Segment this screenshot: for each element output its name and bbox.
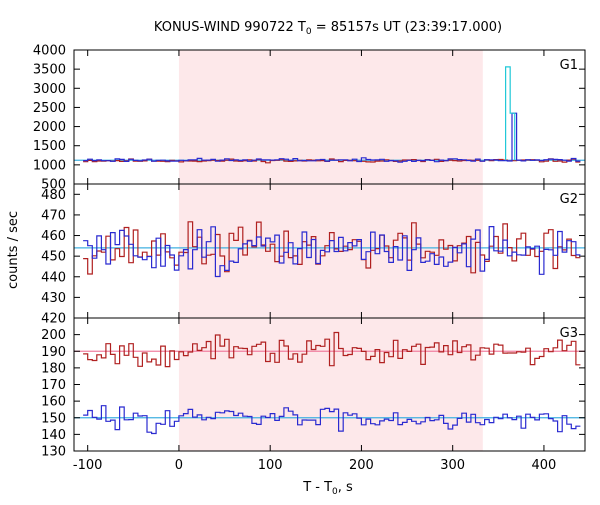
highlight-band [178, 318, 483, 451]
y-tick-label: 3500 [33, 63, 66, 78]
y-tick-label: 1500 [33, 139, 66, 154]
y-tick-label: 170 [41, 378, 66, 393]
y-tick-label: 2500 [33, 101, 66, 116]
series-b-histogram [83, 226, 581, 278]
y-tick-label: 450 [41, 250, 66, 265]
y-tick-label: 460 [41, 229, 66, 244]
y-tick-label: 430 [41, 291, 66, 306]
y-tick-label: 3000 [33, 82, 66, 97]
burst-spike-cyan [505, 66, 516, 161]
y-tick-label: 480 [41, 188, 66, 203]
x-tick-label: 400 [532, 458, 557, 473]
x-tick-label: 100 [258, 458, 283, 473]
chart-title: KONUS-WIND 990722 T0 = 85157s UT (23:39:… [154, 20, 502, 37]
y-tick-label: 4000 [33, 44, 66, 59]
y-tick-label: 160 [41, 395, 66, 410]
highlight-band [178, 50, 483, 184]
y-axis-label: counts / sec [6, 211, 21, 289]
y-tick-label: 500 [41, 178, 66, 193]
series-a-histogram [83, 221, 581, 275]
y-tick-label: 200 [41, 328, 66, 343]
x-axis-label: T - T0, s [302, 480, 353, 497]
highlight-band [178, 184, 483, 318]
y-tick-label: 1000 [33, 158, 66, 173]
y-tick-label: 440 [41, 270, 66, 285]
x-tick-label: 200 [349, 458, 374, 473]
panel-label: G3 [560, 326, 578, 341]
x-tick-label: -100 [73, 458, 103, 473]
y-tick-label: 130 [41, 445, 66, 460]
series-b-histogram [83, 112, 581, 163]
y-tick-label: 150 [41, 411, 66, 426]
series-a-histogram [83, 331, 581, 368]
y-tick-label: 470 [41, 208, 66, 223]
x-tick-label: 300 [440, 458, 465, 473]
y-tick-label: 190 [41, 345, 66, 360]
y-tick-label: 420 [41, 312, 66, 327]
y-tick-label: 2000 [33, 120, 66, 135]
y-tick-label: 140 [41, 428, 66, 443]
panel-g2: 420 430 440 450 460 470 480 G2 [41, 183, 586, 327]
y-tick-label: 180 [41, 361, 66, 376]
panel-label: G1 [560, 58, 578, 73]
x-tick-label: 0 [175, 458, 183, 473]
panel-label: G2 [560, 192, 578, 207]
series-b-histogram [83, 405, 581, 435]
